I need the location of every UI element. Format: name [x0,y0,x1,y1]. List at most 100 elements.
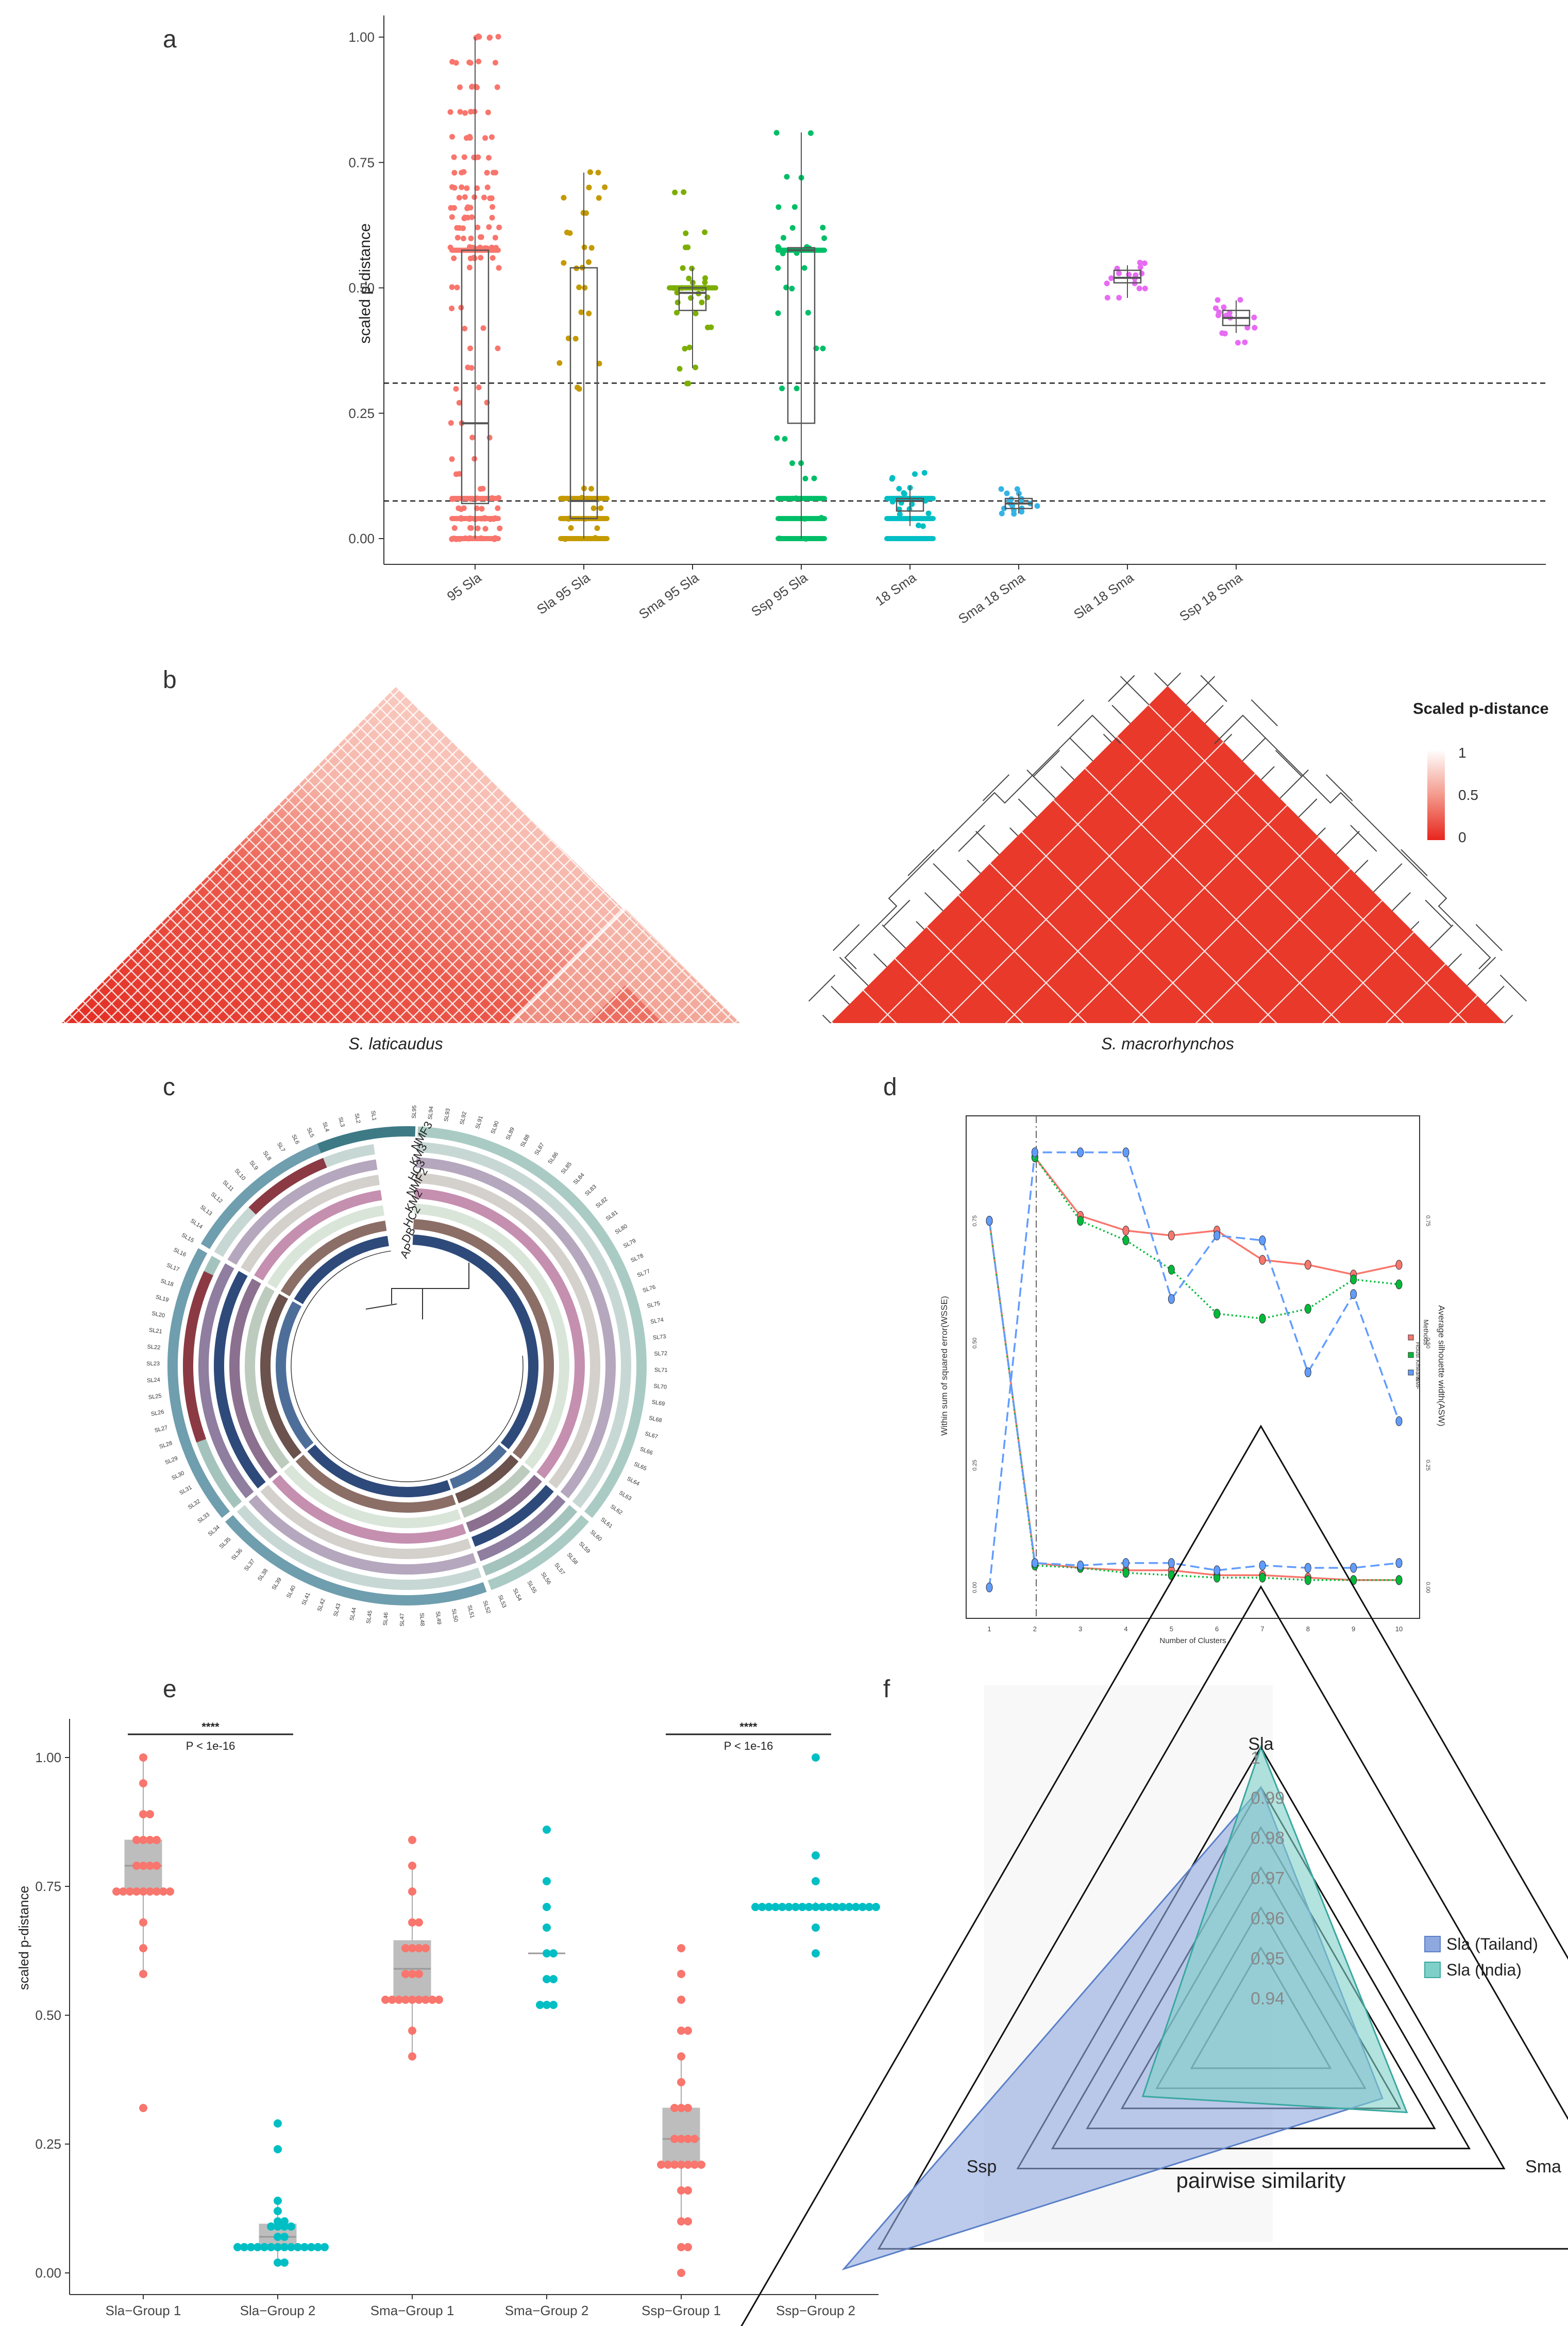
circular-track-segment [198,1263,254,1499]
panel-a-point [481,194,487,200]
panel-a-point [1139,271,1145,277]
panel-d-ylabel-left: Within sum of squared error(WSSE) [939,1296,949,1435]
panel-d-series-point [1259,1560,1266,1570]
panel-a-point [462,325,468,331]
sample-label: SL17 [165,1262,180,1273]
sample-label: SL52 [482,1600,492,1614]
sample-label: SL7 [276,1141,286,1153]
circular-track-segment [248,1158,327,1215]
panel-a-point [773,130,780,136]
panel-e-point [684,2186,692,2195]
panel-d-series-point [1350,1289,1357,1299]
panel-e-point [247,2243,255,2251]
panel-a-point [487,35,493,41]
panel-a-point [789,460,796,466]
panel-e-point [758,1903,766,1911]
circular-track-segment [449,1444,507,1489]
panel-e-point [677,2161,685,2169]
dendrogram-leaf [1018,798,1037,818]
panel-a-box [1113,270,1142,284]
dendrogram-leaf [1466,957,1496,986]
panel-d-series-point [1077,1216,1084,1226]
dendrogram-branch [1108,675,1135,702]
dendrogram-branch [958,825,985,852]
panel-a-point [456,400,462,406]
panel-e-point [153,1887,161,1896]
radar-series [841,1745,1408,2271]
sample-label: SL27 [154,1425,168,1434]
panel-a-point [685,380,692,387]
dendrogram-leaf [1009,827,1019,836]
panel-a-point [459,184,465,190]
panel-a-point [588,486,594,492]
panel-a-point [496,224,502,230]
panel-e-point [139,1970,147,1978]
panel-e-point [139,1944,147,1952]
panel-a-point [889,476,895,482]
panel-e-point [274,2145,282,2153]
radar-ring-label: 0.98 [1251,1829,1285,1848]
panel-e-point [381,1996,390,2004]
panel-e-point [428,1996,436,2004]
panel-a-point [820,225,826,231]
sample-label: SL9 [248,1160,259,1172]
panel-a-point [468,236,474,242]
panel-e-point [321,2243,329,2251]
panel-a-point [453,60,459,66]
panel-e-ytick-label: 0.25 [35,2136,61,2152]
panel-e-point [677,2078,685,2086]
dendrogram-leaf [1317,827,1326,836]
panel-a-point [575,384,581,391]
sample-label: SL69 [651,1399,665,1408]
panel-a-point [492,235,498,241]
panel-a-point [802,476,808,482]
panel-e-point [287,2243,295,2251]
panel-a-point [1221,304,1227,310]
panel-a-xtick-label: Sla 18 Sma [1071,570,1137,622]
panel-a-point [682,345,688,352]
panel-d-series-point [1259,1235,1266,1246]
dendrogram-leaf [882,924,906,949]
panel-a-point [596,195,602,201]
panel-a-point [1116,270,1122,276]
circular-track-segment [225,1515,487,1605]
circular-track-segment [237,1505,482,1590]
dendrogram-leaf [839,957,869,986]
heatmap-sla: S. laticaudus [62,687,740,1053]
circular-track-segment [417,1126,647,1518]
dendrogram-leaf [924,892,943,911]
sample-label: SL66 [639,1446,653,1457]
sample-label: SL12 [210,1191,224,1204]
panel-a-point [1226,310,1233,316]
panel-e-point [280,2217,289,2225]
panel-a-xtick-label: Ssp 18 Sma [1176,570,1245,624]
sample-label: SL94 [427,1106,435,1120]
sample-label: SL41 [301,1592,312,1606]
panel-d-series-point [1304,1303,1311,1314]
panel-e-point [280,2243,289,2251]
panel-e-xtick-label: Ssp−Group 2 [776,2303,855,2318]
panel-a-point [489,214,495,221]
circular-track-segment [245,1286,290,1469]
panel-d-ytick-left: 0.50 [972,1337,978,1348]
panel-e-point [119,1887,127,1896]
sample-label: SL18 [160,1278,174,1288]
sample-label: SL83 [584,1184,598,1197]
panel-a-point [484,184,491,190]
heatmap-sma-dendrogram-left [808,672,1168,1024]
panel-e-point [543,1903,551,1911]
panel-e-point [408,1836,416,1844]
panel-e-point [543,1923,551,1932]
panel-e-point [132,1862,141,1870]
panel-e-point [267,2222,275,2231]
dendrogram-leaf [1026,769,1056,799]
panel-e-point [543,1826,551,1834]
radar-ring-labels: 1 0.99 0.98 0.97 0.96 0.95 0.94 [1251,1748,1285,2009]
panel-d-cluster-metrics: 1 2 3 4 5 6 7 8 9 10 0.00 0.00 0.25 0.25 0.50 0.50 0.75 0… [939,1115,1446,1645]
panel-a-point [791,204,798,210]
sample-label: SL90 [490,1120,500,1135]
panel-d-xtick: 2 [1033,1625,1037,1633]
panel-e-xtick-label: Ssp−Group 1 [642,2303,721,2318]
sample-label: SL42 [316,1598,327,1612]
panel-e-point [139,2104,147,2112]
